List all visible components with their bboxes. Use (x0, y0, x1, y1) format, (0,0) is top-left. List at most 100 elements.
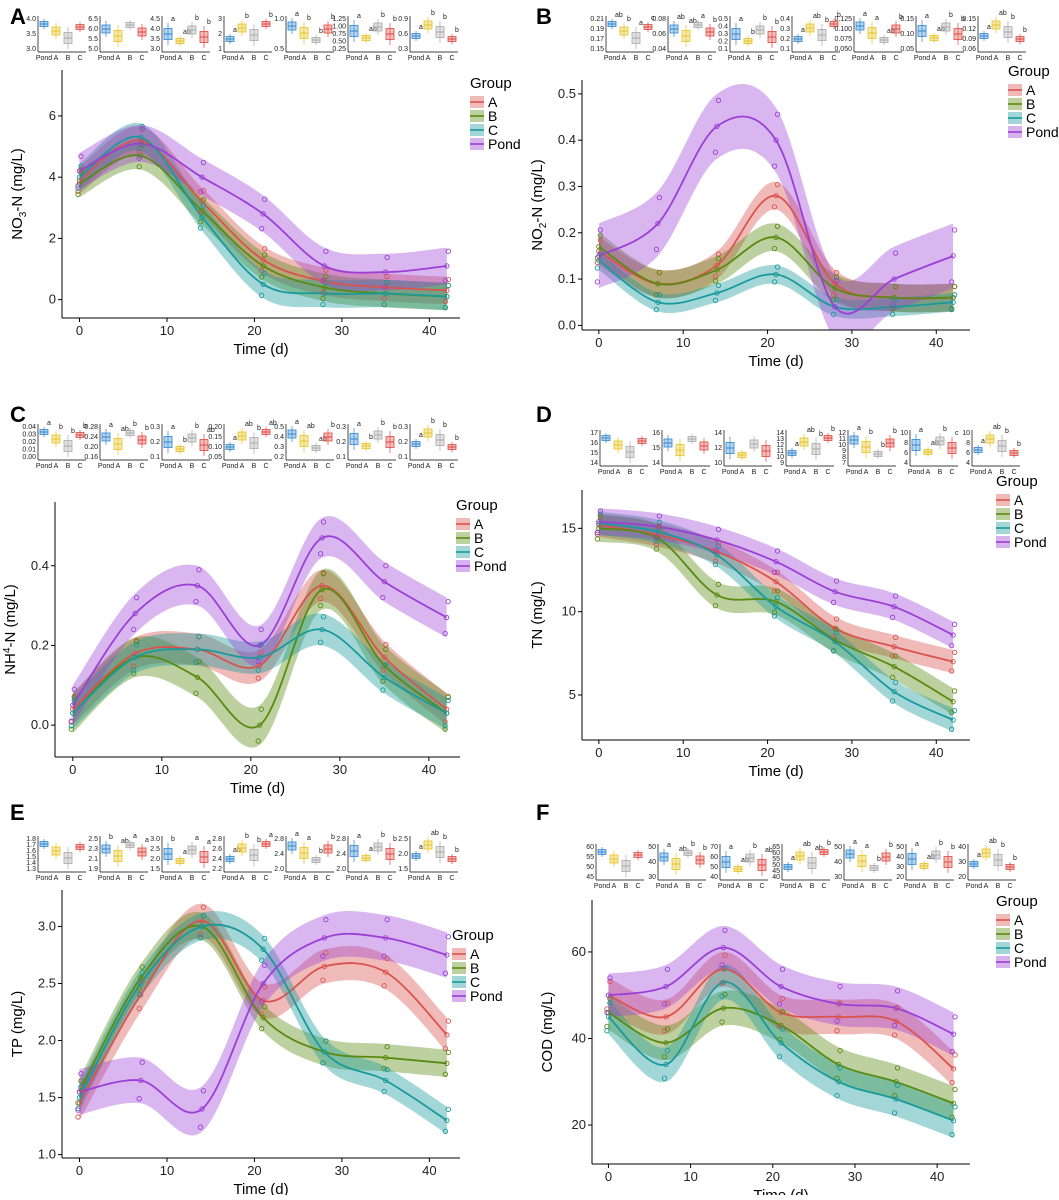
inset-sig-letter: b (751, 29, 755, 36)
data-point (722, 952, 728, 959)
inset-x-tick: C (77, 463, 82, 470)
data-point (381, 295, 387, 302)
data-point (139, 964, 145, 970)
inset-y-tick: 0.125 (834, 16, 852, 23)
inset-x-tick: Pond (284, 55, 300, 62)
inset-x-tick: Pond (780, 883, 796, 890)
inset-x-tick: C (325, 463, 330, 470)
inset-sig-letter: b (145, 425, 149, 432)
inset-sig-letter: b (877, 856, 881, 863)
inset-y-tick: 0.1 (398, 454, 408, 461)
x-tick-label: 20 (247, 1163, 261, 1178)
inset-y-tick: 50 (772, 862, 780, 869)
data-point (948, 668, 955, 674)
legend-label-a: A (474, 516, 484, 532)
series-line-a (78, 139, 447, 292)
data-point (771, 569, 778, 575)
data-point (199, 923, 205, 930)
inset-sig-letter: a (419, 432, 423, 439)
inset-y-tick: 0.075 (834, 36, 852, 43)
inset-y-tick: 60 (710, 854, 718, 861)
plot-area (594, 84, 958, 330)
data-point (664, 966, 671, 972)
data-point (653, 546, 660, 552)
inset-y-tick: 2.0 (398, 851, 408, 858)
data-point (834, 1028, 840, 1034)
inset-sig-letter: b (245, 13, 249, 20)
inset-x-tick: B (810, 883, 815, 890)
inset-sig-letter: b (455, 27, 459, 34)
y-tick-label: 0.4 (31, 558, 49, 573)
inset-y-tick: 2.8 (212, 836, 222, 843)
inset-y-tick: 2.3 (88, 846, 98, 853)
data-point (833, 278, 840, 284)
inset-sig-letter: ab (989, 838, 997, 845)
legend-label-a: A (1014, 492, 1024, 508)
inset-y-tick: 2.8 (274, 836, 284, 843)
data-point (442, 277, 449, 284)
plot-area (594, 508, 958, 732)
panel-a: A 0 10 20 30 40 0 2 4 6 Time (d) NO3-N (mg/L) Group… (0, 0, 530, 398)
inset-x-tick: Pond (842, 883, 858, 890)
data-point (321, 1049, 328, 1055)
data-point (833, 629, 840, 635)
ci-band-pond (598, 508, 954, 649)
x-tick-label: 40 (422, 762, 436, 777)
inset-y-tick: 0.25 (332, 46, 346, 53)
data-point (442, 1045, 449, 1052)
y-label-main: NO (530, 228, 546, 251)
data-point (380, 687, 386, 693)
data-point (199, 174, 205, 180)
y-tick-label: 2.0 (38, 1033, 56, 1048)
data-point (133, 641, 140, 648)
series-line-c (72, 628, 448, 714)
data-point (321, 935, 328, 941)
inset-x-tick: C (449, 55, 454, 62)
inset-sig-letter: a (639, 20, 643, 27)
inset-sig-letter: b (819, 431, 823, 438)
data-point (597, 511, 604, 517)
inset-sig-letter: a (269, 832, 273, 839)
data-point (604, 1028, 610, 1034)
data-point (196, 634, 202, 640)
inset-y-tick: 0.1 (150, 454, 160, 461)
inset-y-tick: 2.5 (398, 836, 408, 843)
data-point (712, 548, 719, 554)
data-point (382, 935, 389, 941)
data-point (774, 111, 781, 117)
data-point (834, 1092, 840, 1099)
legend-title: Group (470, 75, 512, 92)
data-point (260, 257, 266, 263)
data-point (951, 621, 958, 627)
data-point (197, 931, 204, 938)
inset-y-tick: 14 (590, 460, 598, 467)
data-point (193, 598, 199, 605)
legend-label-a: A (1026, 82, 1036, 98)
inset-x-tick: Pond (98, 463, 114, 470)
y-tick-label: 0.4 (558, 132, 576, 147)
inset-y-tick: 2.2 (212, 866, 222, 873)
data-point (653, 306, 660, 313)
data-point (71, 697, 77, 704)
inset-y-tick: 40 (834, 859, 842, 866)
data-point (381, 579, 387, 585)
inset-y-tick: 4.0 (26, 16, 36, 23)
data-point (952, 1014, 958, 1020)
inset-x-tick: C (139, 55, 144, 62)
inset-y-tick: 0.3 (398, 424, 408, 431)
data-point (951, 292, 958, 298)
data-point (656, 292, 663, 298)
data-point (384, 1044, 390, 1050)
data-point (75, 191, 81, 197)
data-point (138, 975, 144, 981)
inset-y-tick: 0.50 (332, 39, 346, 46)
inset-x-tick: C (697, 883, 702, 890)
inset-y-tick: 13 (776, 436, 784, 443)
panel-f: F 0 10 20 30 40 20 40 60 Time (d) COD (mg/L) Group… (530, 796, 1059, 1200)
data-point (663, 1014, 669, 1020)
data-point (139, 969, 145, 976)
inset-x-tick: A (922, 883, 927, 890)
